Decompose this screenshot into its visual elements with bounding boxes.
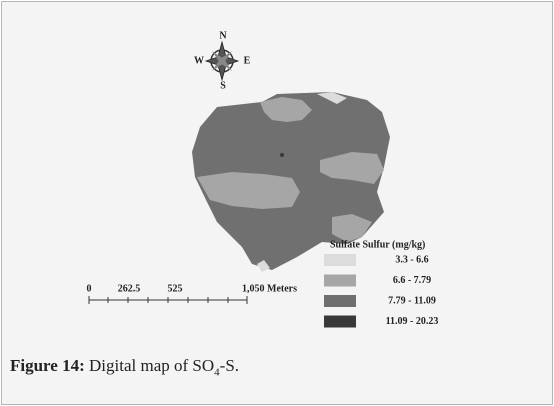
legend-label: 6.6 - 7.79 (393, 275, 431, 286)
map-zone (260, 97, 312, 122)
legend-swatch (324, 295, 356, 307)
compass-label: W (194, 55, 204, 66)
legend-label: 11.09 - 20.23 (386, 316, 439, 327)
legend-swatch (324, 274, 356, 287)
legend-label: 7.79 - 11.09 (388, 295, 436, 306)
compass-label: S (220, 80, 226, 91)
compass (204, 40, 240, 82)
map-zone (197, 172, 300, 209)
map-zone (257, 260, 270, 272)
map-zone (317, 92, 347, 104)
legend-swatch (324, 254, 356, 266)
caption: Figure 14: Digital map of SO4-S. (10, 356, 239, 378)
scale-label: 1,050 Meters (242, 283, 297, 294)
scale-label: 0 (87, 283, 92, 294)
scale-label: 525 (168, 283, 183, 294)
legend: 3.3 - 6.6 6.6 - 7.79 7.79 - 11.09 11.09 - 2… (324, 254, 438, 328)
map-zone (320, 152, 384, 184)
legend-swatch (324, 315, 356, 328)
map-zone (332, 214, 372, 242)
scale-bar (88, 296, 248, 304)
caption-label: Figure 14: (10, 356, 85, 375)
caption-text: Digital map of SO (89, 356, 215, 375)
compass-label: N (219, 30, 227, 41)
map: N S E W 0 262.5 525 1,050 Meters Sulfate… (87, 30, 438, 328)
legend-title: Sulfate Sulfur (mg/kg) (330, 239, 425, 250)
caption-subscript: 4 (214, 366, 220, 379)
legend-label: 3.3 - 6.6 (395, 254, 428, 265)
scale-label: 262.5 (118, 283, 141, 294)
caption-suffix: -S. (219, 356, 240, 375)
map-zone (280, 153, 284, 157)
compass-label: E (244, 55, 251, 66)
